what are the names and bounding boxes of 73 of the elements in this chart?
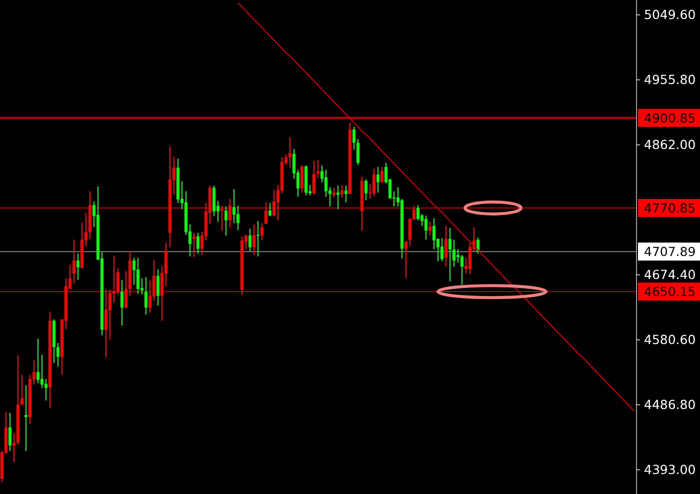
candlestick — [56, 342, 60, 368]
candlestick — [136, 257, 140, 294]
y-tick-label: 4393.00 — [644, 462, 696, 478]
y-tick-label: 4580.60 — [644, 332, 696, 348]
candlestick — [144, 276, 148, 316]
candlestick — [300, 165, 304, 194]
candlestick — [252, 224, 256, 256]
ref-line-label: 4650.15 — [644, 284, 696, 299]
candlestick — [344, 185, 348, 203]
y-tick-label: 4862.00 — [644, 137, 696, 152]
y-tick-label: 4955.80 — [644, 72, 696, 88]
candlestick — [452, 239, 456, 268]
candlestick — [272, 189, 276, 217]
ref-line-label: 4900.85 — [644, 110, 696, 126]
candlestick — [76, 253, 80, 280]
candlestick — [336, 185, 340, 210]
candlestick — [372, 168, 376, 197]
candlestick — [40, 354, 44, 388]
candlestick — [36, 338, 40, 384]
candlestick — [376, 166, 380, 194]
candlestick — [132, 257, 136, 286]
candlestick — [404, 240, 408, 278]
candlestick — [12, 432, 16, 463]
candlestick — [224, 206, 228, 236]
candlestick — [432, 218, 436, 250]
candlestick — [364, 178, 368, 201]
candlestick — [104, 289, 108, 358]
candlestick — [312, 160, 316, 196]
candlestick — [356, 138, 360, 166]
candlestick — [72, 239, 76, 284]
candlestick — [352, 126, 356, 150]
candlestick — [416, 204, 420, 221]
candlestick — [120, 279, 124, 326]
candlestick — [124, 270, 128, 309]
candlestick — [380, 166, 384, 184]
candlestick — [24, 384, 28, 452]
candlestick — [8, 412, 12, 452]
candlestick — [228, 198, 232, 228]
candlestick — [340, 184, 344, 198]
candlestick — [212, 185, 216, 217]
candlestick — [108, 289, 112, 340]
candlestick — [440, 238, 444, 262]
ref-line-label: 4707.89 — [644, 244, 696, 259]
candlestick — [424, 214, 428, 240]
candlestick — [324, 169, 328, 198]
candlestick — [44, 378, 48, 401]
candlestick — [264, 202, 268, 224]
candlestick — [148, 280, 152, 313]
candlestick — [460, 254, 464, 286]
y-tick-label: 4674.40 — [644, 267, 696, 282]
candlestick — [232, 188, 236, 224]
y-tick-label: 5049.60 — [644, 7, 696, 22]
y-tick-label: 4486.80 — [644, 397, 696, 412]
candlestick — [444, 225, 448, 268]
candlestick — [468, 242, 472, 275]
candlestick — [332, 187, 336, 198]
candlestick — [428, 221, 432, 236]
candlestick — [116, 268, 120, 295]
candlestick — [268, 202, 272, 217]
candlestick — [456, 248, 460, 264]
candlestick — [448, 227, 452, 282]
candlestick — [196, 232, 200, 254]
candlestick — [288, 136, 292, 168]
candlestick — [156, 269, 160, 306]
candlestick — [248, 228, 252, 252]
candlestick — [316, 160, 320, 179]
candlestick — [220, 205, 224, 232]
ref-line-label: 4770.85 — [644, 200, 696, 216]
candlestick — [236, 205, 240, 231]
candlestick — [256, 220, 260, 257]
candlestick — [192, 232, 196, 258]
candlestick — [260, 222, 264, 241]
candlestick — [20, 374, 24, 406]
